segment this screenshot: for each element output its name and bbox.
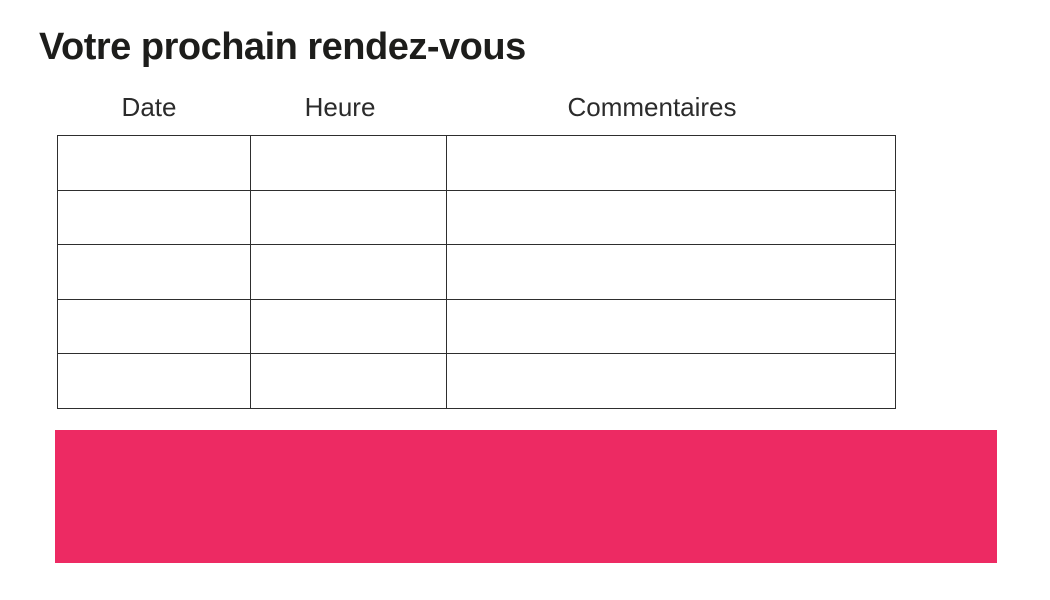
table-cell <box>446 298 896 355</box>
table-row <box>57 353 896 409</box>
page-title: Votre prochain rendez-vous <box>39 26 526 68</box>
table-cell <box>250 298 447 355</box>
appointments-table <box>57 135 896 409</box>
table-cell <box>57 353 251 409</box>
table-cell <box>250 353 447 409</box>
table-row <box>57 298 896 355</box>
table-cell <box>250 189 447 246</box>
table-cell <box>446 244 896 300</box>
column-header-heure: Heure <box>304 92 376 122</box>
column-header-commentaires: Commentaires <box>567 92 737 122</box>
banner-rectangle <box>55 430 997 563</box>
table-cell <box>250 244 447 300</box>
table-row <box>57 189 896 246</box>
appointments-table-body <box>57 135 896 409</box>
table-cell <box>57 189 251 246</box>
table-row <box>57 135 896 191</box>
table-cell <box>250 135 447 191</box>
table-cell <box>57 298 251 355</box>
table-cell <box>446 135 896 191</box>
table-cell <box>446 189 896 246</box>
table-row <box>57 244 896 300</box>
column-header-date: Date <box>121 92 177 122</box>
table-cell <box>57 135 251 191</box>
table-cell <box>446 353 896 409</box>
table-cell <box>57 244 251 300</box>
